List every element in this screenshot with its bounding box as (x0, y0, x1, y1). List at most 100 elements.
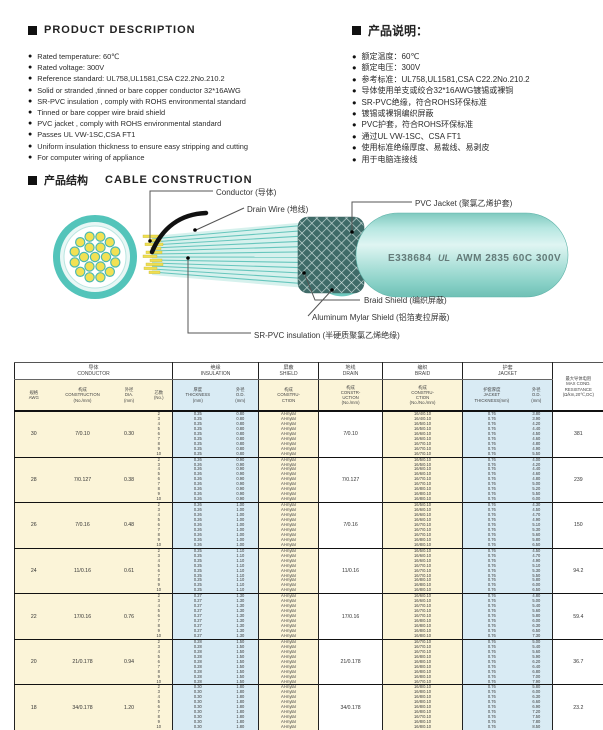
list-item-text: Passes UL VW-1SC,CSA FT1 (37, 129, 135, 140)
drain-cell: 34/0.178 (319, 685, 383, 730)
awg-cell: 22 (15, 594, 53, 640)
list-item-text: 参考标准：UL758,UL1581,CSA C22.2No.210.2 (362, 74, 530, 85)
cable-marking: E338684 UL AWM 2835 60C 300V (388, 253, 561, 264)
bullet-icon: ● (28, 85, 32, 96)
construction-cell: 7/0.16 (53, 503, 113, 549)
list-item: ●Uniform insulation thickness to ensure … (28, 141, 343, 152)
dia-cell: 0.38 (113, 457, 146, 503)
list-item-text: PVC护套，符合ROHS环保标准 (362, 119, 474, 130)
list-item: ● For computer wiring of appliance (28, 152, 343, 163)
group-insulation: 绝缘 INSULATION (173, 363, 259, 380)
list-item-text: 导体使用单支或绞合32*16AWG镀锡或裸铜 (362, 85, 514, 96)
list-item: ● 导体使用单支或绞合32*16AWG镀锡或裸铜 (352, 85, 602, 96)
list-item: ●额定温度：60℃ (352, 51, 602, 62)
construction-cell: 7/0.127 (53, 457, 113, 503)
list-item: ●Passes UL VW-1SC,CSA FT1 (28, 129, 343, 140)
insulation-thickness-cell: 0.30 (173, 725, 223, 730)
dia-cell: 0.61 (113, 548, 146, 594)
list-item-text: 额定温度：60℃ (362, 51, 420, 62)
col-jacket-thickness: 护套厚度 JACKET THICKNESS(mm) (463, 380, 521, 412)
construction-cell: 34/0.178 (53, 685, 113, 730)
list-item-text: For computer wiring of appliance (37, 152, 144, 163)
bullet-icon: ● (28, 118, 32, 129)
list-item-text: Reference standard: UL758,UL1581,CSA C22… (37, 73, 224, 84)
product-description-list: ●Rated temperature: 60℃●Rated voltage: 3… (28, 51, 343, 163)
col-cores: 芯数 (No.) (146, 380, 173, 412)
braid-cell: 16/8/0.10 (383, 725, 463, 730)
bullet-icon: ● (352, 97, 357, 108)
list-item: ●PVC护套，符合ROHS环保标准 (352, 119, 602, 130)
list-item-text: SR-PVC绝缘，符合ROHS环保标准 (362, 97, 487, 108)
dia-cell: 0.30 (113, 411, 146, 457)
bullet-icon: ● (28, 107, 32, 118)
label-drain-wire: Drain Wire (地线) (247, 204, 309, 214)
list-item-text: SR-PVC insulation , comply with ROHS env… (37, 96, 246, 107)
bullet-icon: ● (352, 131, 357, 142)
construction-cell: 21/0.178 (53, 639, 113, 685)
list-item-text: Uniform insulation thickness to ensure e… (37, 141, 248, 152)
square-bullet-icon (352, 26, 361, 35)
product-description-title-text: PRODUCT DESCRIPTION (44, 24, 196, 36)
col-braid-construction: 构成 CONSTRU- CTION (No./No./mm) (383, 380, 463, 412)
list-item: ● 用于电脑连接线 (352, 154, 602, 165)
list-item: ●Rated temperature: 60℃ (28, 51, 343, 62)
group-shield: 屏蔽 SHIELD (259, 363, 319, 380)
col-thickness: 厚度 THICKNESS (mm) (173, 380, 223, 412)
list-item: ●Tinned or bare copper wire braid shield (28, 107, 343, 118)
dia-cell: 0.76 (113, 594, 146, 640)
drain-cell: 21/0.178 (319, 639, 383, 685)
drain-cell: 7/0.16 (319, 503, 383, 549)
col-jacket-od: 外径 O.D. (mm) (521, 380, 553, 412)
list-item: ●使用标准绝缘厚度、易裁线、易剥皮 (352, 142, 602, 153)
cable-cross-section (53, 215, 137, 299)
list-item: ●通过UL VW-1SC、CSA FT1 (352, 131, 602, 142)
jacket-od-cell: 8.50 (521, 725, 553, 730)
bullet-icon: ● (28, 62, 32, 73)
awg-cell: 18 (15, 685, 53, 730)
product-description-cn-title: 产品说明： (352, 22, 428, 39)
awg-cell: 24 (15, 548, 53, 594)
construction-cell: 17/0.16 (53, 594, 113, 640)
construction-cell: 11/0.16 (53, 548, 113, 594)
dia-cell: 1.20 (113, 685, 146, 730)
marking-cert: E338684 (388, 253, 432, 264)
jacket-thickness-cell: 0.76 (463, 725, 521, 730)
resistance-cell: 23.2 (553, 685, 603, 730)
list-item: ●额定电压：300V (352, 62, 602, 73)
table-sub-header-row: 规格 AWG 构成 CONSTRUCTION (No./mm) 外径 DIA. … (15, 380, 603, 412)
list-item: ● SR-PVC绝缘，符合ROHS环保标准 (352, 97, 602, 108)
bullet-icon: ● (352, 154, 357, 165)
awg-cell: 20 (15, 639, 53, 685)
awg-cell: 26 (15, 503, 53, 549)
group-drain: 地线 DRAIN (319, 363, 383, 380)
list-item-text: 用于电脑连接线 (362, 154, 418, 165)
group-braid: 编织 BRAID (383, 363, 463, 380)
label-pvc-jacket: PVC Jacket (聚氯乙烯护套) (415, 198, 513, 208)
list-item-text: PVC jacket , comply with ROHS environmen… (37, 118, 221, 129)
product-description-cn-list: ●额定温度：60℃●额定电压：300V●参考标准：UL758,UL1581,CS… (352, 51, 602, 165)
col-awg: 规格 AWG (15, 380, 53, 412)
label-conductor: Conductor (导体) (216, 187, 277, 197)
bullet-icon: ● (28, 96, 32, 107)
datasheet-page: { "glyphs": {"bullet": "●"}, "colors": {… (0, 0, 603, 714)
list-item: ●参考标准：UL758,UL1581,CSA C22.2No.210.2 (352, 74, 602, 85)
group-jacket: 护套 JACKET (463, 363, 553, 380)
list-item-text: Solid or stranded ,tinned or bare copper… (37, 85, 241, 96)
col-drain-construction: 构成 CONSTR- UCTION (No./mm) (319, 380, 383, 412)
col-shield-construction: 构成 CONSTRU- CTION (259, 380, 319, 412)
list-item: ● PVC jacket , comply with ROHS environme… (28, 118, 343, 129)
col-construction: 构成 CONSTRUCTION (No./mm) (53, 380, 113, 412)
drain-cell: 17/0.16 (319, 594, 383, 640)
list-item-text: Rated voltage: 300V (37, 62, 104, 73)
resistance-cell: 381 (553, 411, 603, 457)
product-description-cn-title-text: 产品说明： (368, 22, 428, 39)
bullet-icon: ● (28, 152, 32, 163)
resistance-cell: 94.2 (553, 548, 603, 594)
cores-cell: 10 (146, 725, 173, 730)
list-item-text: 使用标准绝缘厚度、易裁线、易剥皮 (362, 142, 490, 153)
awg-cell: 30 (15, 411, 53, 457)
table-group-header-row: 导体 CONDUCTOR 绝缘 INSULATION 屏蔽 SHIELD 地线 … (15, 363, 603, 380)
shield-cell: Al-mylar (259, 725, 319, 730)
bullet-icon: ● (352, 85, 357, 96)
